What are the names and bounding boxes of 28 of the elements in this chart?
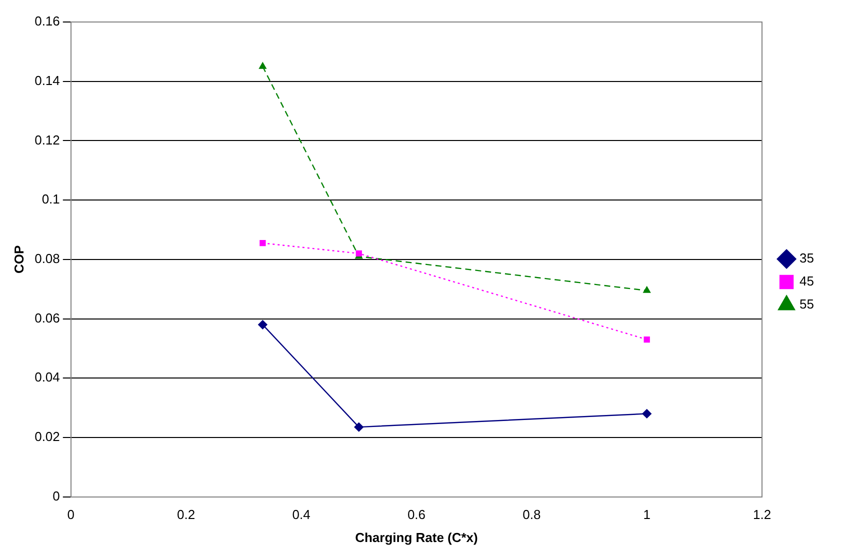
y-axis-title: COP xyxy=(11,244,26,274)
legend-label: 35 xyxy=(800,250,814,266)
y-tick-label: 0.02 xyxy=(34,429,60,444)
legend-label: 55 xyxy=(800,296,814,312)
x-tick-label: 1.2 xyxy=(753,507,772,522)
x-tick-label: 1 xyxy=(643,507,650,522)
y-tick-label: 0.14 xyxy=(34,72,60,88)
point xyxy=(258,320,268,330)
point xyxy=(643,286,650,293)
y-tick-label: 0.06 xyxy=(34,310,60,326)
point xyxy=(644,336,650,343)
y-tick-label: 0.12 xyxy=(34,132,60,148)
x-tick-label: 0.4 xyxy=(292,507,310,522)
point xyxy=(260,240,266,246)
y-tick-label: 0.08 xyxy=(34,250,60,266)
point xyxy=(642,409,652,418)
point xyxy=(259,62,266,69)
x-tick-label: 0.2 xyxy=(177,507,196,522)
point xyxy=(354,422,364,432)
x-tick-label: 0 xyxy=(67,507,75,522)
y-tick-label: 0.1 xyxy=(42,192,60,207)
y-tick-label: 0.16 xyxy=(34,14,60,29)
x-axis-title: Charging Rate (C*x) xyxy=(355,530,478,545)
x-tick-label: 0.8 xyxy=(522,507,541,522)
y-tick-label: 0.04 xyxy=(34,370,60,385)
legend-label: 45 xyxy=(800,274,814,289)
y-tick-label: 0 xyxy=(52,488,60,504)
x-tick-label: 0.6 xyxy=(407,507,426,522)
